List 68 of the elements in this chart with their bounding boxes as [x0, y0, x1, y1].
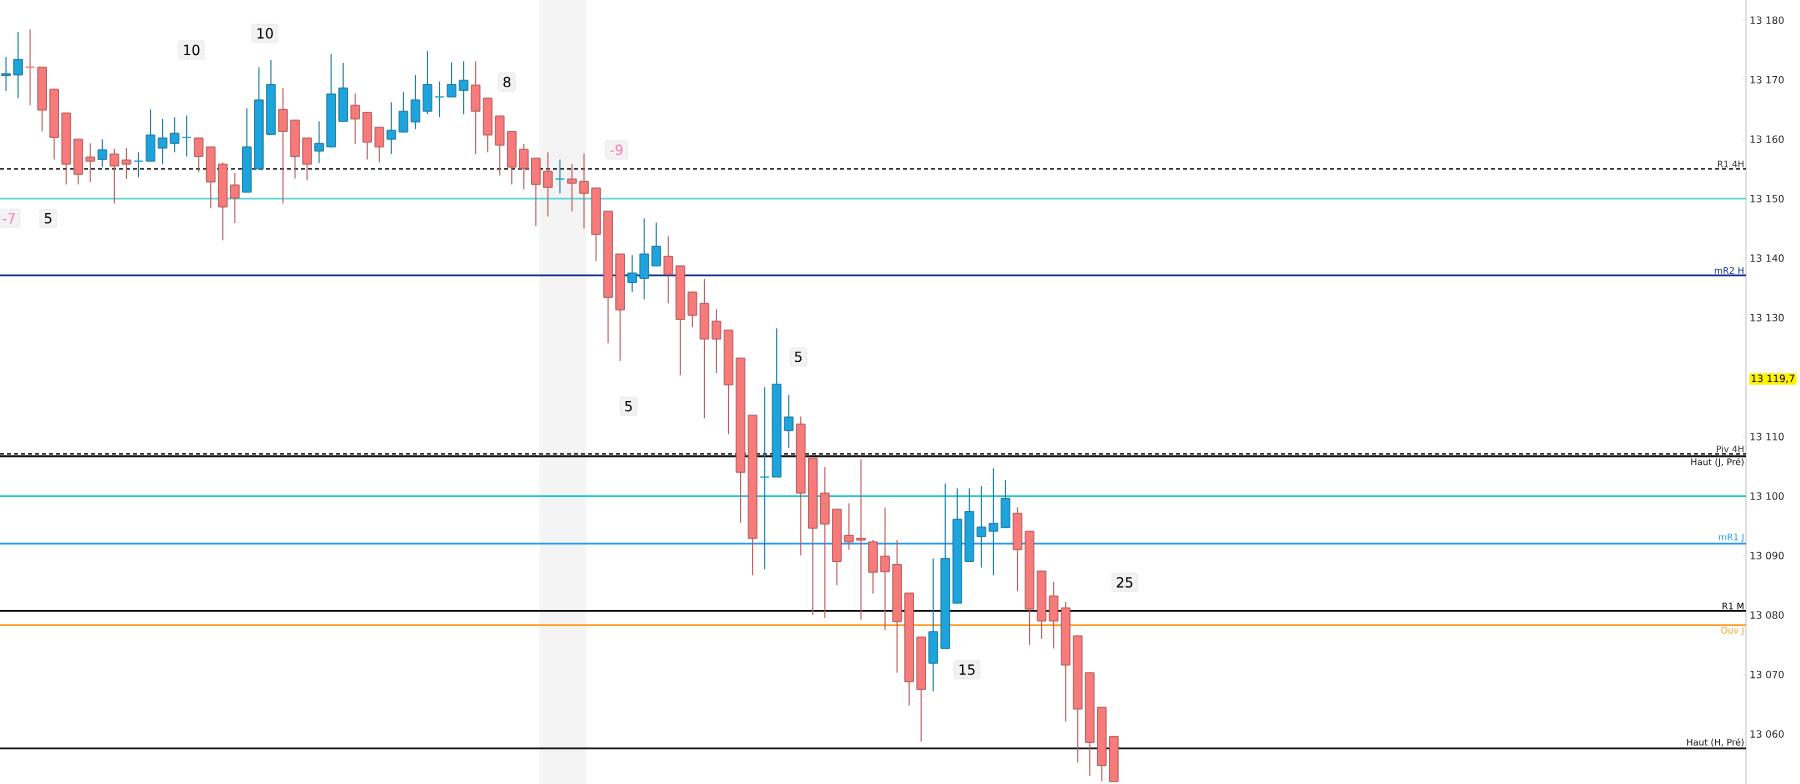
y-tick-label: 13 140: [1750, 254, 1784, 262]
candlestick: [783, 394, 794, 449]
candlestick: [651, 221, 662, 267]
ref-line-label: R1 M: [1722, 602, 1744, 610]
y-tick-label: 13 100: [1750, 492, 1784, 500]
candlestick: [687, 291, 698, 328]
candlestick: [856, 458, 866, 621]
candlestick: [13, 31, 23, 99]
candlestick: [579, 152, 589, 229]
y-tick-label: 13 180: [1750, 16, 1784, 24]
y-tick-label: 13 160: [1750, 135, 1784, 143]
candlestick: [976, 485, 987, 569]
candlestick: [410, 74, 421, 130]
annotation: -7: [2, 213, 15, 224]
candlestick: [880, 506, 890, 631]
candlestick: [458, 60, 469, 115]
candlestick: [663, 235, 674, 304]
candlestick: [157, 118, 168, 165]
annotation: -9: [610, 144, 623, 156]
text: 13 119,7: [1751, 374, 1795, 384]
candlestick: [350, 92, 361, 145]
y-tick-label: 13 060: [1750, 730, 1784, 738]
candlestick: [759, 386, 770, 570]
candlestick: [278, 87, 288, 204]
candlestick: [169, 116, 180, 153]
y-tick-label: 13 150: [1750, 194, 1784, 203]
ref-line-label: mR1 J: [1718, 533, 1744, 542]
ref-line-label: mR2 H: [1714, 267, 1744, 274]
candlestick: [314, 120, 324, 164]
y-tick-label: 13 080: [1750, 611, 1784, 619]
candlestick: [193, 137, 204, 173]
ref-line-label: Ouv J: [1721, 626, 1744, 636]
annotation: 8: [503, 76, 511, 88]
candlestick: [567, 163, 577, 212]
annotation: 10: [257, 28, 273, 39]
candlestick: [398, 91, 409, 133]
annotation: 15: [959, 664, 975, 675]
candlestick: [109, 148, 120, 204]
ref-line-label: Piv 4H: [1716, 445, 1744, 453]
annotation: 5: [44, 213, 52, 224]
y-tick-label: 13 170: [1750, 75, 1784, 84]
y-tick-label: 13 070: [1750, 670, 1784, 679]
annotation: 10: [184, 44, 200, 56]
candlestick: [519, 143, 529, 190]
y-tick-label: 13 110: [1750, 432, 1784, 441]
y-tick-label: 13 090: [1750, 551, 1784, 560]
candlestick: [844, 502, 854, 551]
candlestick: [386, 101, 397, 155]
ref-line-label: Haut (H, Pré): [1687, 738, 1744, 747]
candlestick: [230, 172, 240, 224]
annotation: 5: [625, 401, 632, 412]
y-tick-label: 13 130: [1750, 313, 1784, 322]
candlestick: [627, 254, 637, 293]
candlestick: [97, 138, 108, 168]
candlestick: [121, 147, 132, 180]
candlestick: [85, 142, 96, 183]
candlestick: [1, 56, 11, 92]
annotation: 5: [794, 351, 802, 363]
candlestick: [555, 158, 565, 194]
ref-line-label: R1 4H: [1717, 160, 1744, 168]
annotation: 25: [1116, 577, 1133, 588]
candlestick: [446, 61, 457, 98]
candlestick: [988, 467, 999, 576]
candlestick: [711, 308, 722, 374]
candlestick: [434, 80, 445, 118]
candlestick: [543, 151, 553, 218]
candlestick: [374, 126, 385, 163]
ref-line-label: Haut (J, Pré): [1691, 457, 1744, 467]
